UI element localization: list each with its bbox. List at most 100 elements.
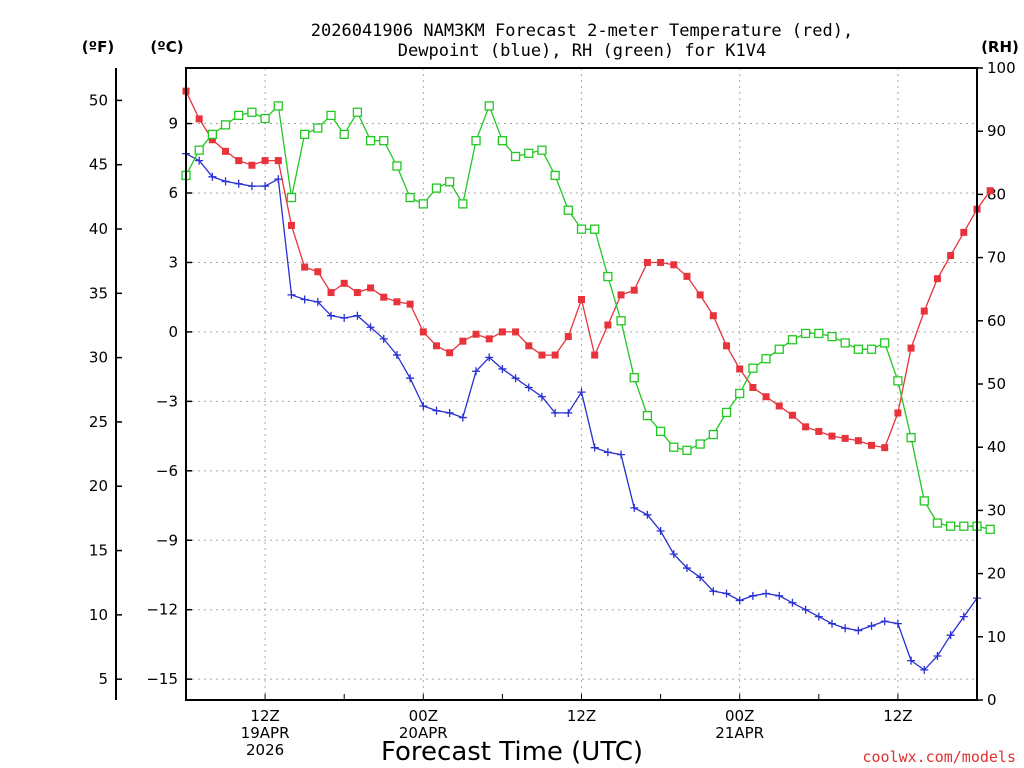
fahrenheit-axis: 50 45 40 35 30 25 20 15 10 5 — [89, 68, 122, 700]
time-tick-label: 2026 — [246, 741, 284, 759]
rh-point — [471, 136, 481, 146]
x-axis-title: Forecast Time (UTC) — [381, 737, 643, 767]
rh-point — [537, 145, 547, 155]
temperature-point — [696, 291, 704, 299]
rh-point — [945, 521, 956, 531]
time-tick-label: 20APR — [399, 724, 448, 742]
temperature-point — [314, 268, 322, 276]
dewpoint-point — [696, 573, 705, 582]
dewpoint-point — [327, 311, 336, 320]
rh-point — [365, 136, 376, 146]
rh-point — [339, 129, 349, 140]
rh-point — [247, 107, 257, 117]
dewpoint-point — [340, 314, 349, 323]
temperature-point — [446, 349, 454, 357]
dewpoint-point — [748, 591, 757, 600]
rh-point — [392, 161, 402, 171]
rh-tick-label: 60 — [987, 312, 1006, 330]
temperature-point — [248, 161, 256, 169]
temperature-point — [617, 291, 625, 299]
temperature-point — [841, 434, 849, 442]
time-tick-label: 12Z — [250, 707, 279, 725]
dewpoint-point — [907, 656, 916, 665]
temperature-point — [512, 328, 520, 336]
fahrenheit-tick-label: 25 — [89, 413, 108, 431]
dewpoint-point — [801, 605, 810, 614]
temperature-point — [736, 365, 744, 373]
rh-point — [616, 316, 626, 326]
temperature-point — [630, 286, 638, 294]
series-layer — [181, 87, 995, 674]
rh-tick-label: 90 — [987, 122, 1006, 140]
temperature-point — [367, 284, 375, 292]
rh-point — [352, 107, 363, 117]
rh-point — [194, 145, 204, 155]
rh-point — [880, 338, 890, 348]
rh-point — [735, 388, 745, 399]
dewpoint-point — [590, 443, 599, 452]
temperature-point — [274, 157, 282, 165]
temperature-point — [657, 258, 665, 266]
dewpoint-point — [313, 297, 322, 306]
dewpoint-point — [261, 182, 270, 191]
fahrenheit-unit-label: (ºF) — [82, 38, 114, 56]
fahrenheit-tick-label: 30 — [89, 349, 108, 367]
temperature-point — [380, 293, 388, 301]
temperature-point — [749, 383, 757, 391]
dewpoint-point — [366, 323, 375, 332]
temperature-point — [907, 344, 915, 352]
rh-point — [761, 354, 771, 364]
dewpoint-point — [709, 587, 718, 596]
temperature-point — [432, 342, 440, 350]
temperature-point — [235, 157, 243, 165]
rh-point — [299, 129, 310, 140]
dewpoint-point — [959, 612, 968, 621]
temperature-point — [564, 333, 572, 341]
rh-point — [985, 524, 995, 535]
rh-point — [642, 410, 653, 421]
dewpoint-point — [920, 665, 929, 674]
rh-point — [629, 373, 639, 383]
dewpoint-point — [353, 311, 362, 320]
source-credit: coolwx.com/models — [862, 748, 1016, 766]
rh-point — [326, 110, 336, 121]
rh-point — [445, 177, 455, 187]
temperature-point — [498, 328, 506, 336]
temperature-point — [578, 296, 585, 304]
fahrenheit-tick-label: 15 — [89, 542, 108, 560]
rh-point — [748, 363, 758, 373]
temperature-point — [828, 432, 836, 440]
temperature-point — [868, 441, 876, 449]
dewpoint-point — [630, 503, 639, 512]
dewpoint-point — [300, 295, 309, 304]
rh-point — [510, 151, 521, 162]
rh-point — [524, 148, 534, 158]
temperature-point — [208, 136, 216, 144]
dewpoint-point — [551, 408, 560, 417]
rh-point — [919, 496, 929, 506]
rh-point — [207, 129, 218, 140]
dewpoint-point — [511, 374, 520, 383]
temperature-point — [301, 263, 309, 271]
dewpoint-point — [208, 172, 217, 181]
rh-point — [379, 136, 389, 146]
celsius-tick-label: −12 — [146, 601, 178, 619]
rh-point — [800, 328, 811, 339]
celsius-tick-label: −9 — [156, 531, 178, 549]
rh-tick-label: 0 — [987, 691, 997, 709]
dewpoint-point — [379, 334, 388, 343]
celsius-tick-label: 3 — [168, 253, 178, 271]
rh-point — [418, 199, 428, 209]
rh-point — [814, 328, 824, 339]
dewpoint-point — [247, 182, 256, 191]
dewpoint-point — [406, 374, 415, 383]
rh-point — [405, 192, 415, 203]
temperature-point — [327, 289, 335, 297]
dewpoint-point — [287, 290, 296, 299]
temperature-point — [802, 423, 810, 431]
temperature-point — [551, 351, 559, 359]
temperature-point — [591, 351, 599, 359]
rh-tick-label: 70 — [987, 249, 1006, 267]
rh-point — [550, 170, 560, 181]
